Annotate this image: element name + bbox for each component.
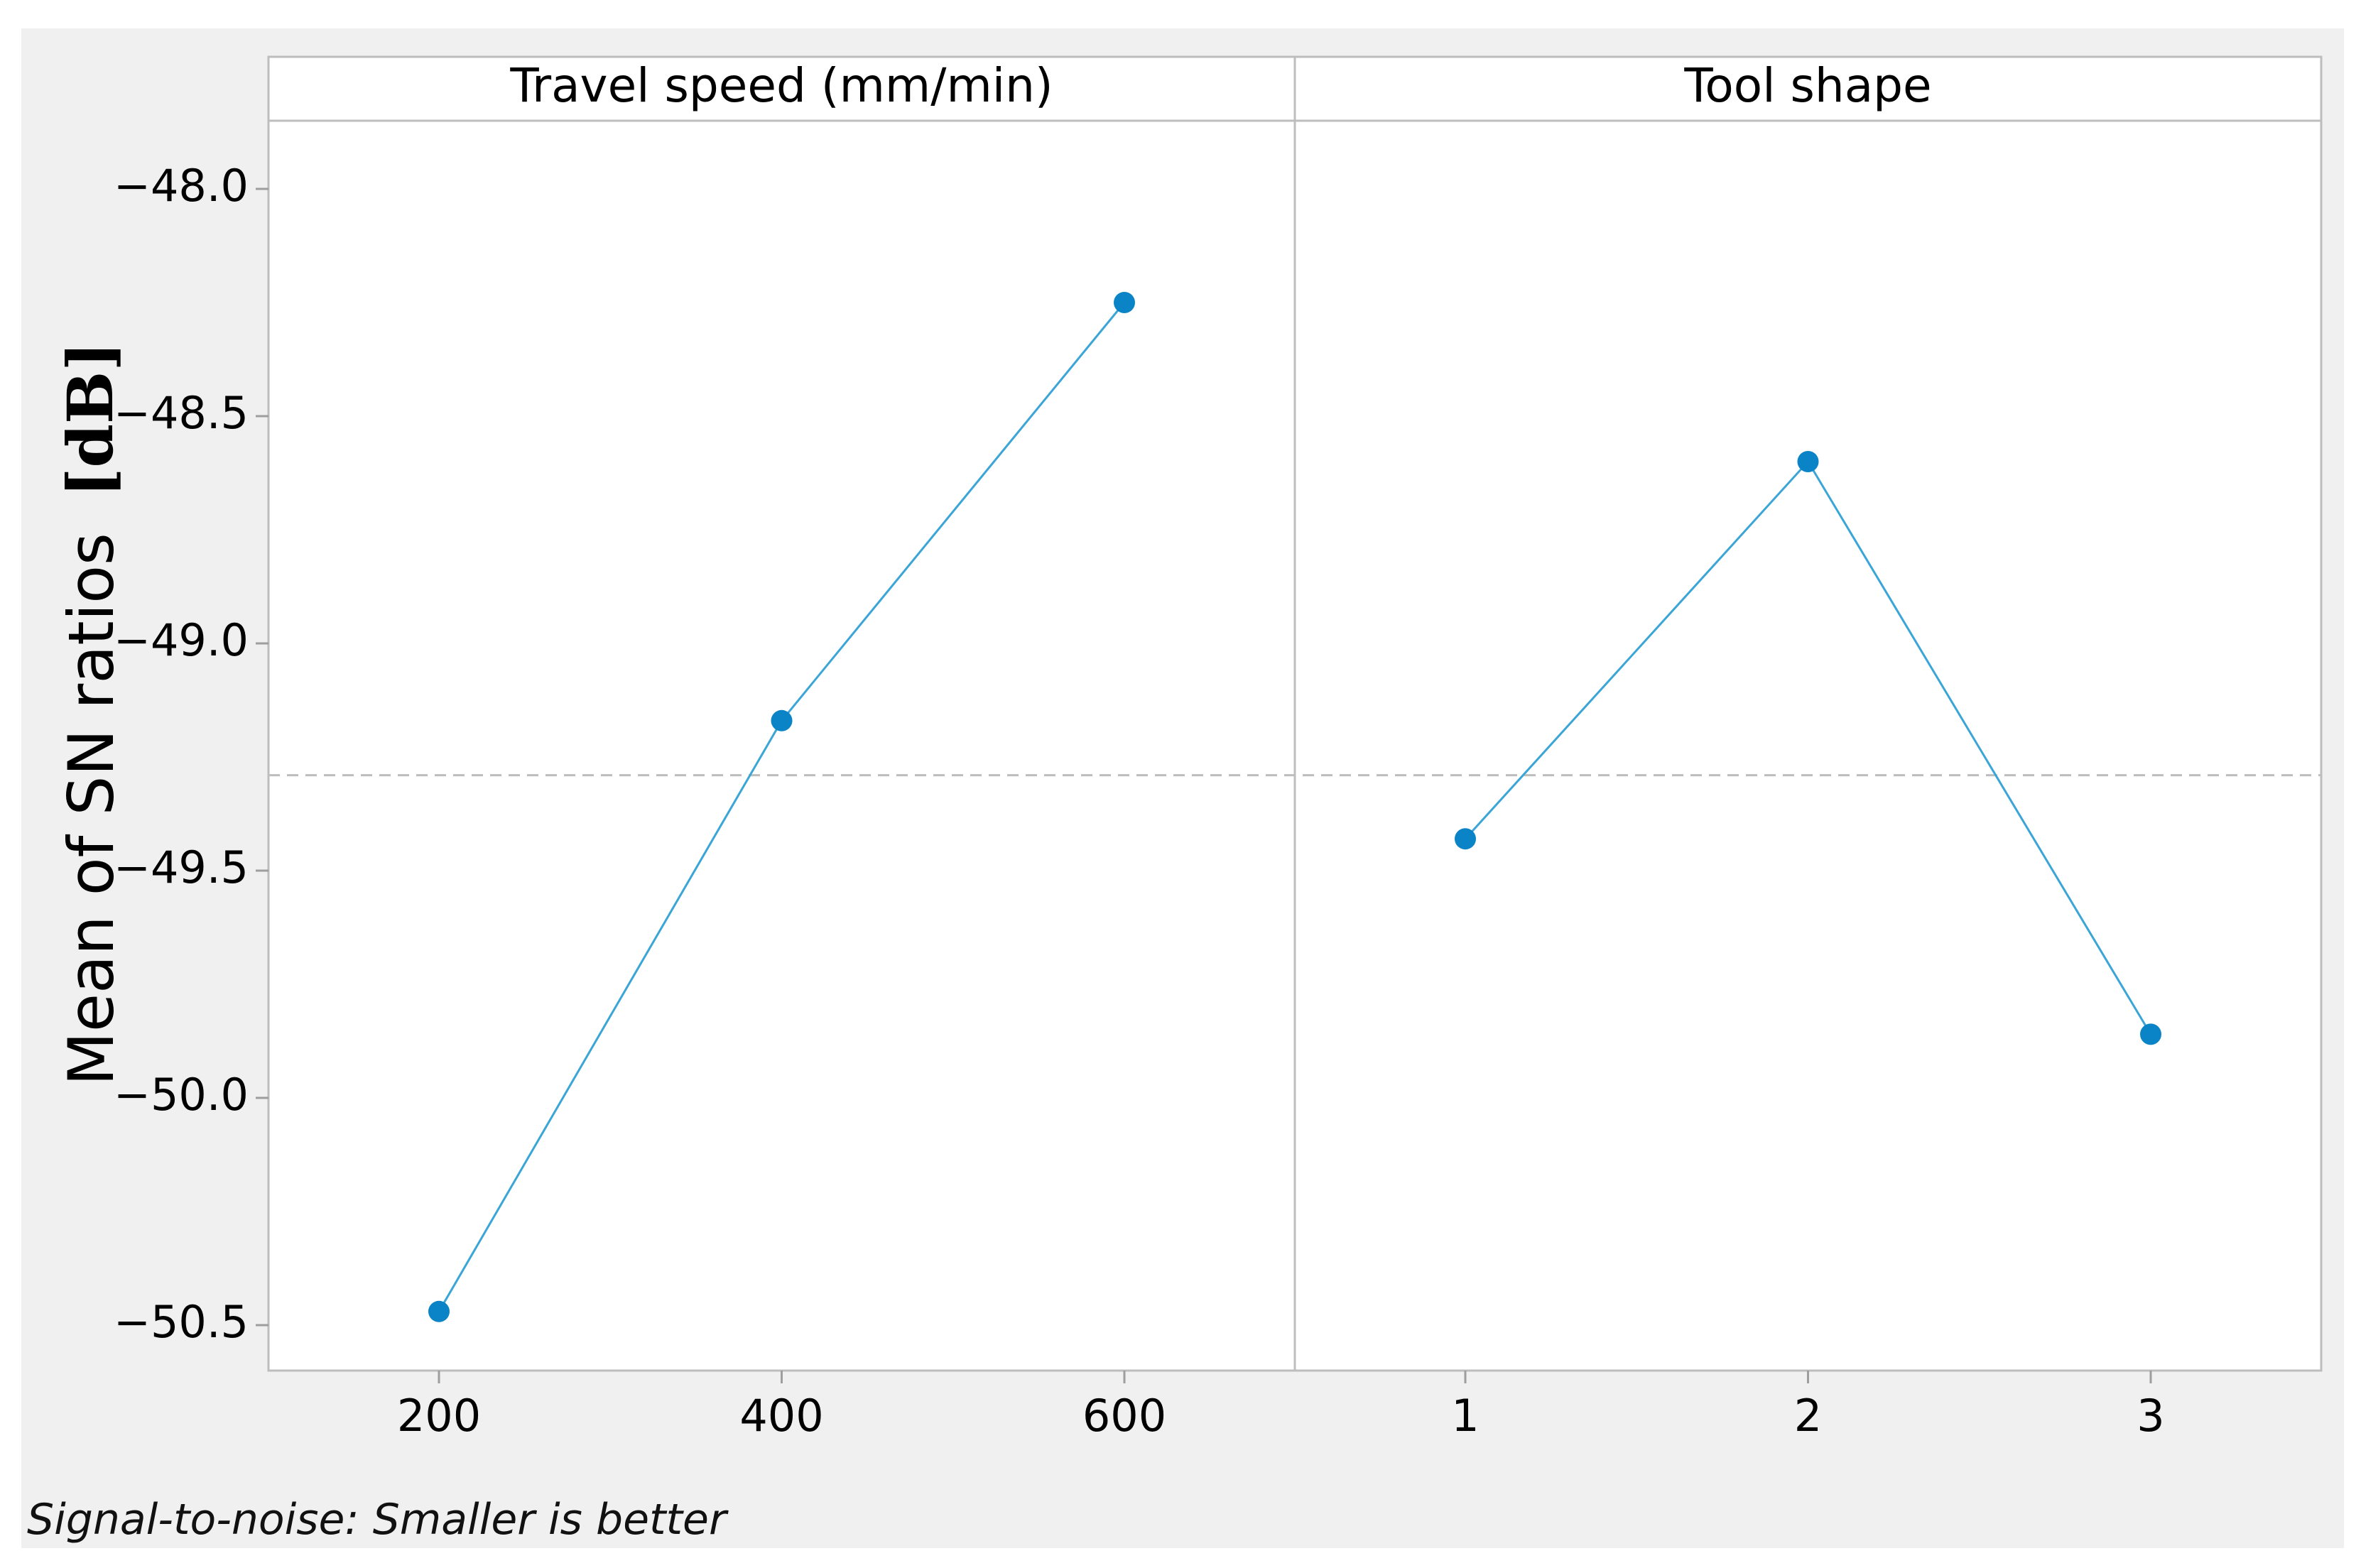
data-point [771,709,793,731]
panel-title: Travel speed (mm/min) [509,58,1053,113]
data-point [428,1300,450,1322]
y-tick-label: −49.5 [114,842,249,893]
y-tick-label: −49.0 [114,614,249,666]
y-axis-title: Mean of SN ratios [dB] [53,342,128,1086]
y-axis-title-text: Mean of SN ratios [55,533,128,1086]
footnote: Signal-to-noise: Smaller is better [27,1495,729,1545]
y-tick-label: −50.0 [114,1069,249,1121]
y-axis-title-unit: [dB] [53,342,127,497]
y-tick-label: −50.5 [114,1296,249,1348]
x-tick-label: 600 [1082,1390,1166,1442]
x-tick-label: 2 [1794,1390,1822,1442]
x-tick-label: 400 [739,1390,823,1442]
y-tick-label: −48.0 [114,160,249,212]
panel-title: Tool shape [1683,58,1931,113]
data-point [1455,828,1476,850]
y-tick-label: −48.5 [114,387,249,439]
data-point [1797,451,1819,472]
axis-layer: −48.0 −48.5 −49.0 −49.5 −50.0 −50.5 Travel spe… [114,58,2165,1442]
data-point [2140,1023,2161,1045]
y-axis-title-group: Mean of SN ratios [dB] [53,342,128,1086]
x-tick-label: 200 [397,1390,481,1442]
marks-layer [428,292,2161,1322]
x-tick-label: 3 [2137,1390,2164,1442]
data-point [1114,292,1135,313]
x-tick-label: 1 [1451,1390,1479,1442]
